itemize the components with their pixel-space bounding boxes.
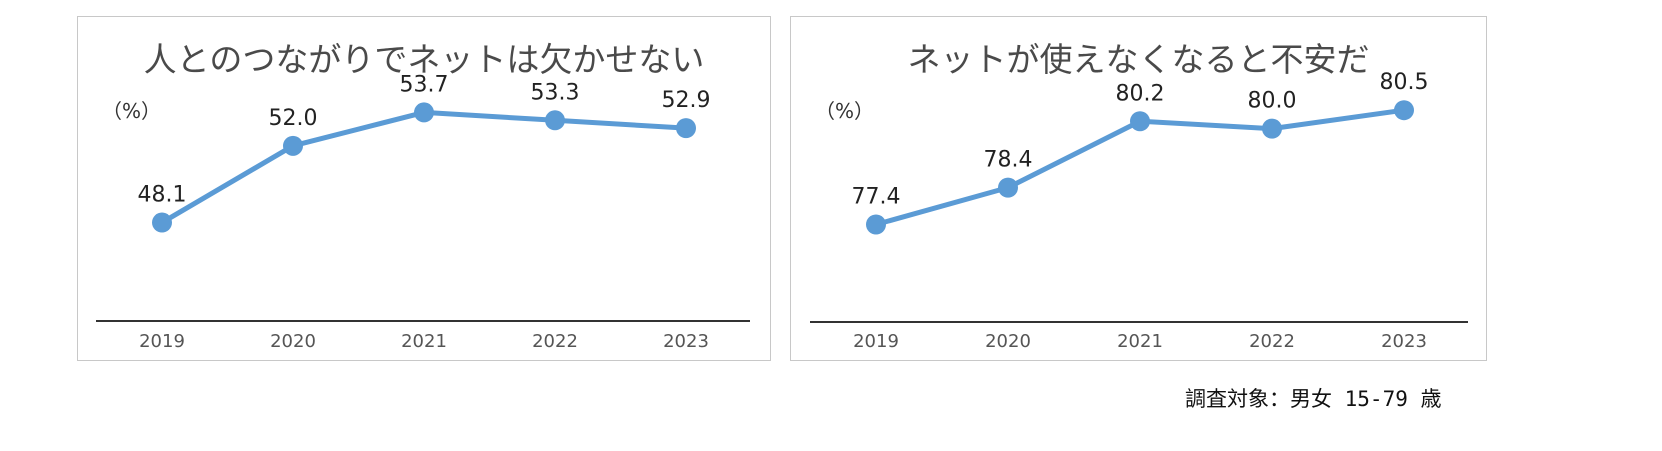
line-chart-plot: 77.4 78.4 80.2 80.0 80.5 2019 2020 2021 2022 2023 — [810, 70, 1468, 352]
x-tick-label: 2020 — [985, 331, 1031, 352]
data-label: 52.9 — [662, 88, 711, 113]
x-tick-label: 2021 — [401, 331, 447, 352]
data-point — [1262, 118, 1282, 139]
unit-label: （%） — [102, 99, 162, 123]
data-point — [1394, 100, 1414, 121]
chart-title: ネットが使えなくなると不安だ — [907, 40, 1370, 79]
data-point — [414, 102, 434, 123]
data-point — [545, 110, 565, 131]
data-label: 78.4 — [984, 148, 1033, 173]
chart-panel-left: 人とのつながりでネットは欠かせない （%） 48.1 52.0 53.7 53.3 52… — [77, 16, 771, 361]
x-tick-label: 2020 — [270, 331, 316, 352]
unit-label: （%） — [815, 99, 875, 123]
data-label: 80.0 — [1248, 89, 1297, 114]
data-point — [152, 212, 172, 233]
x-tick-label: 2019 — [139, 331, 185, 352]
data-label: 48.1 — [138, 183, 187, 208]
data-point — [998, 177, 1018, 198]
x-tick-label: 2021 — [1117, 331, 1163, 352]
chart-title: 人とのつながりでネットは欠かせない — [143, 40, 705, 79]
x-tick-label: 2022 — [1249, 331, 1295, 352]
survey-footnote: 調査対象：男女 15-79 歳 — [1185, 387, 1442, 411]
line-chart-plot: 48.1 52.0 53.7 53.3 52.9 2019 2020 2021 2022 2023 — [96, 72, 750, 352]
x-tick-label: 2019 — [853, 331, 899, 352]
data-point — [1130, 111, 1150, 132]
x-tick-label: 2022 — [532, 331, 578, 352]
series-line — [159, 109, 689, 226]
data-point — [866, 214, 886, 235]
data-label: 77.4 — [852, 185, 901, 210]
data-point — [676, 118, 696, 139]
data-point — [283, 135, 303, 156]
chart-panel-right: ネットが使えなくなると不安だ （%） 77.4 78.4 80.2 80.0 80.5 2… — [790, 16, 1487, 361]
data-label: 53.3 — [531, 80, 580, 105]
data-label: 80.5 — [1380, 70, 1429, 95]
x-tick-label: 2023 — [1381, 331, 1427, 352]
data-label: 53.7 — [400, 72, 449, 97]
data-label: 52.0 — [269, 106, 318, 131]
x-tick-label: 2023 — [663, 331, 709, 352]
data-label: 80.2 — [1116, 81, 1165, 106]
